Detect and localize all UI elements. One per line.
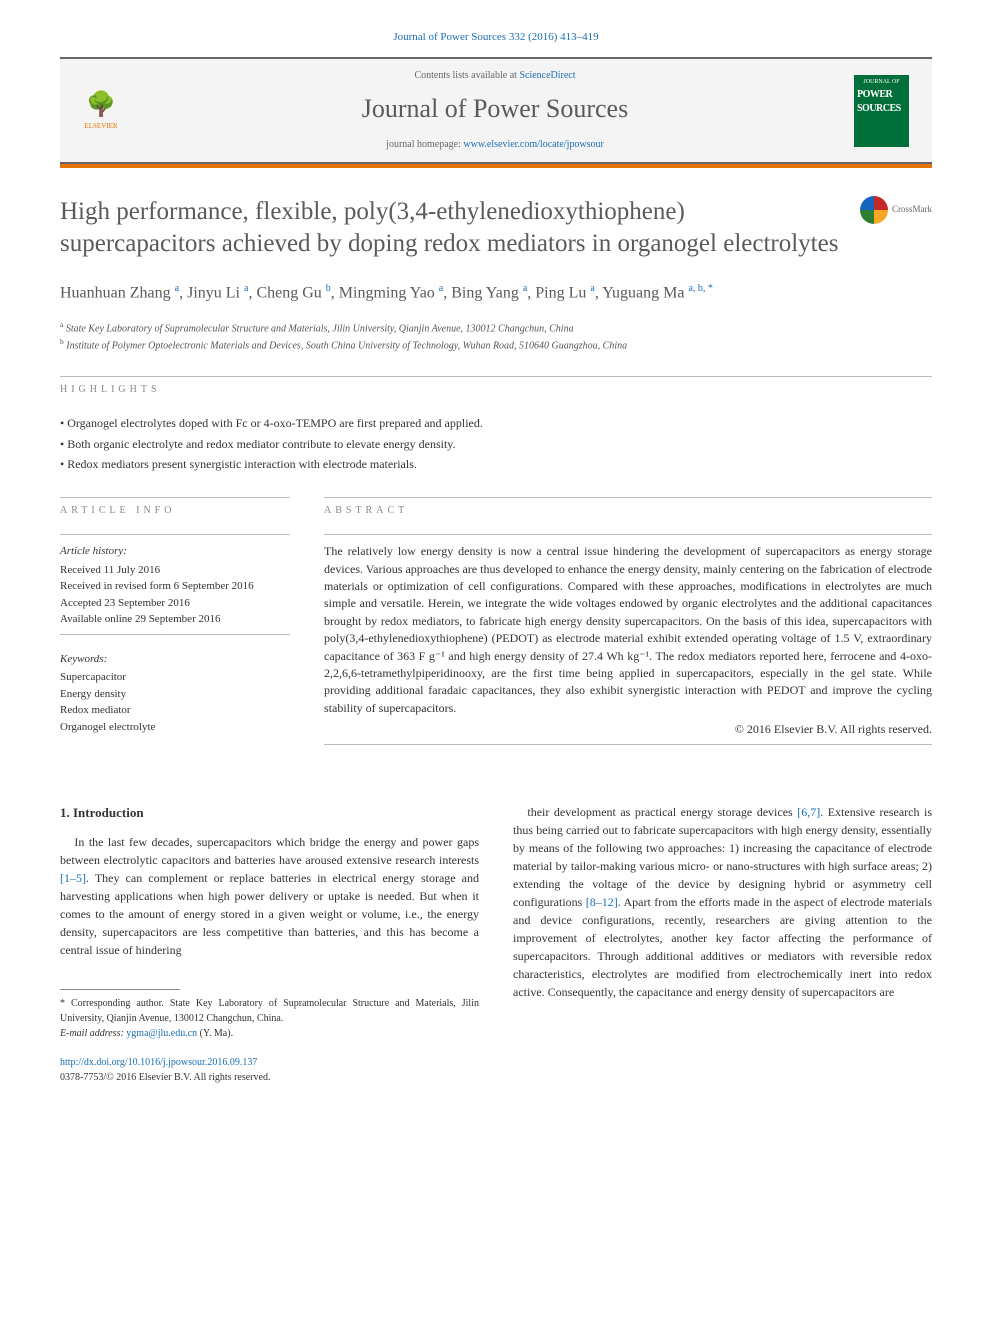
doi-link[interactable]: http://dx.doi.org/10.1016/j.jpowsour.201… — [60, 1057, 257, 1068]
history-accepted: Accepted 23 September 2016 — [60, 595, 290, 612]
contents-line: Contents lists available at ScienceDirec… — [136, 69, 854, 83]
elsevier-tree-icon: 🌳 — [86, 89, 116, 123]
abstract-label: abstract — [324, 497, 932, 524]
keyword: Supercapacitor — [60, 669, 290, 686]
crossmark-badge[interactable]: CrossMark — [860, 196, 932, 224]
history-revised: Received in revised form 6 September 201… — [60, 578, 290, 595]
corresponding-email[interactable]: ygma@jlu.edu.cn — [126, 1028, 197, 1039]
elsevier-logo[interactable]: 🌳 ELSEVIER — [76, 83, 126, 138]
article-info-label: article info — [60, 497, 290, 524]
citation-line: Journal of Power Sources 332 (2016) 413–… — [60, 30, 932, 45]
highlights-list: Organogel electrolytes doped with Fc or … — [60, 413, 932, 475]
cover-slot: JOURNAL OF POWER SOURCES — [854, 75, 916, 147]
history-received: Received 11 July 2016 — [60, 562, 290, 579]
publisher-logo-slot: 🌳 ELSEVIER — [76, 83, 136, 138]
keyword: Energy density — [60, 686, 290, 703]
intro-paragraph-2: their development as practical energy st… — [513, 803, 932, 1001]
crossmark-icon — [860, 196, 888, 224]
article-info: Article history: Received 11 July 2016 R… — [60, 543, 290, 735]
highlight-item: Both organic electrolyte and redox media… — [60, 434, 932, 455]
highlight-item: Organogel electrolytes doped with Fc or … — [60, 413, 932, 434]
homepage-link[interactable]: www.elsevier.com/locate/jpowsour — [463, 139, 603, 150]
history-online: Available online 29 September 2016 — [60, 611, 290, 628]
homepage-line: journal homepage: www.elsevier.com/locat… — [136, 138, 854, 152]
copyright-line: © 2016 Elsevier B.V. All rights reserved… — [324, 721, 932, 738]
publisher-name: ELSEVIER — [84, 122, 117, 132]
issn-line: 0378-7753/© 2016 Elsevier B.V. All right… — [60, 1070, 479, 1085]
journal-cover-thumb[interactable]: JOURNAL OF POWER SOURCES — [854, 75, 909, 147]
keyword: Organogel electrolyte — [60, 719, 290, 736]
sciencedirect-link[interactable]: ScienceDirect — [519, 70, 575, 81]
affiliations: a State Key Laboratory of Supramolecular… — [60, 319, 932, 354]
intro-heading: 1. Introduction — [60, 803, 479, 823]
footnote-rule — [60, 989, 180, 990]
accent-bar — [60, 164, 932, 168]
highlights-label: highlights — [60, 376, 932, 403]
highlight-item: Redox mediators present synergistic inte… — [60, 454, 932, 475]
affiliation-b: Institute of Polymer Optoelectronic Mate… — [66, 341, 627, 352]
affiliation-a: State Key Laboratory of Supramolecular S… — [66, 323, 574, 334]
journal-name: Journal of Power Sources — [136, 91, 854, 127]
email-label: E-mail address: — [60, 1028, 124, 1039]
article-title: High performance, flexible, poly(3,4-eth… — [60, 196, 840, 261]
corresponding-footnote: * Corresponding author. State Key Labora… — [60, 996, 479, 1041]
author-list: Huanhuan Zhang a, Jinyu Li a, Cheng Gu b… — [60, 281, 932, 305]
crossmark-label: CrossMark — [892, 203, 932, 216]
history-label: Article history: — [60, 543, 290, 560]
keyword: Redox mediator — [60, 702, 290, 719]
keywords-label: Keywords: — [60, 651, 290, 668]
citation-link[interactable]: Journal of Power Sources 332 (2016) 413–… — [393, 31, 598, 43]
abstract-text: The relatively low energy density is now… — [324, 543, 932, 738]
journal-banner: 🌳 ELSEVIER Contents lists available at S… — [60, 57, 932, 163]
intro-paragraph-1: In the last few decades, supercapacitors… — [60, 833, 479, 959]
